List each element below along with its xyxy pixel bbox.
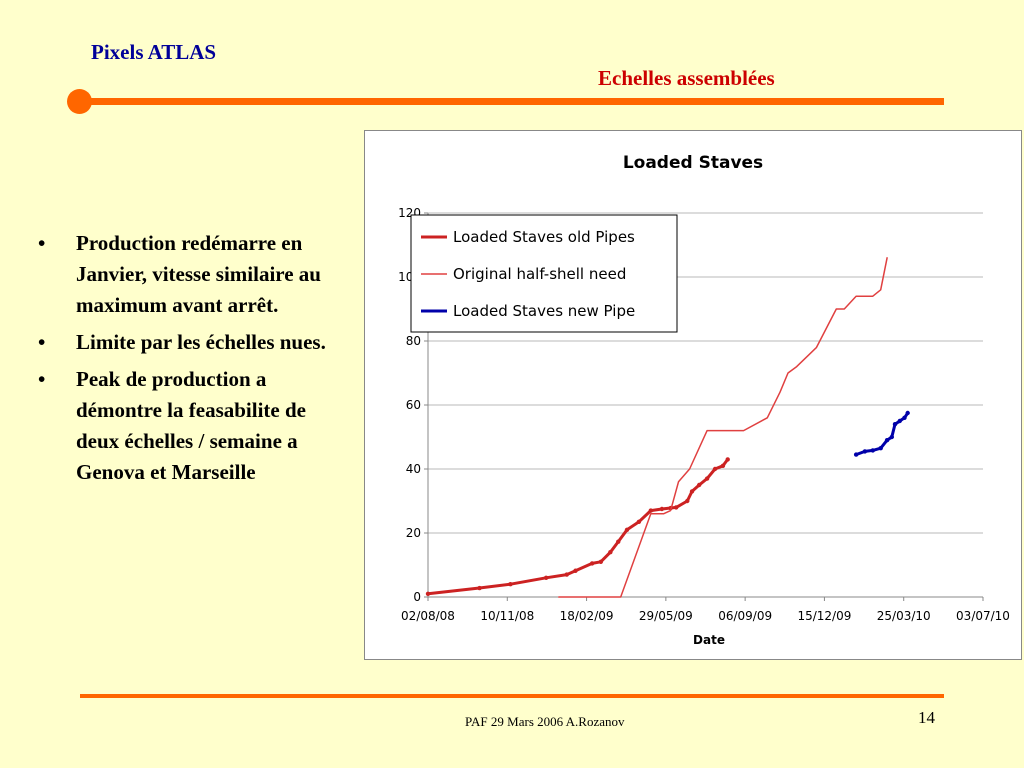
- x-tick-label: 10/11/08: [480, 609, 534, 623]
- data-point: [648, 508, 653, 513]
- bullet-dot-icon: •: [38, 330, 46, 354]
- data-point: [477, 585, 482, 591]
- bullet-dot-icon: •: [38, 231, 46, 255]
- x-tick-label: 25/03/10: [877, 609, 931, 623]
- top-divider: [80, 98, 944, 105]
- data-point: [862, 449, 868, 454]
- y-tick-label: 60: [406, 398, 421, 412]
- page-number: 14: [918, 708, 935, 727]
- x-tick-label: 06/09/09: [718, 609, 772, 623]
- x-tick-label: 29/05/09: [639, 609, 693, 623]
- bullet-list: • Production redémarre en Janvier, vitess…: [38, 228, 338, 494]
- bullet-text: Production redémarre en Janvier, vitesse…: [76, 231, 321, 317]
- x-tick-label: 03/07/10: [956, 609, 1010, 623]
- data-point: [712, 466, 718, 472]
- data-point: [884, 438, 890, 443]
- series-line-1: [426, 457, 730, 596]
- data-point: [573, 568, 578, 573]
- legend-label: Original half-shell need: [453, 265, 626, 283]
- x-tick-label: 02/08/08: [401, 609, 455, 623]
- y-tick-label: 80: [406, 334, 421, 348]
- footer-text: PAF 29 Mars 2006 A.Rozanov: [465, 714, 625, 729]
- legend-label: Loaded Staves new Pipe: [453, 302, 635, 320]
- series-line-2: [558, 257, 888, 598]
- data-point: [696, 482, 702, 488]
- data-point: [725, 457, 730, 462]
- data-point: [853, 452, 859, 457]
- x-tick-label: 18/02/09: [560, 609, 614, 623]
- x-tick-label: 15/12/09: [797, 609, 851, 623]
- data-point: [425, 591, 431, 596]
- y-tick-label: 40: [406, 462, 421, 476]
- data-point: [905, 410, 910, 416]
- data-point: [685, 498, 690, 504]
- data-point: [508, 582, 513, 587]
- data-point: [616, 539, 621, 544]
- slide-title: Echelles assemblées: [598, 66, 775, 90]
- data-point: [673, 505, 679, 510]
- data-point: [897, 418, 902, 424]
- chart-frame: Loaded Staves 0 20 40 60 80 100 120 02/08/08 10/…: [364, 130, 1022, 660]
- bullet-text: Limite par les échelles nues.: [76, 330, 326, 354]
- data-point: [543, 575, 549, 580]
- data-point: [636, 519, 642, 524]
- data-point: [870, 448, 875, 453]
- bullet-item: • Production redémarre en Janvier, vitess…: [38, 228, 338, 321]
- data-point: [589, 561, 595, 566]
- series-line-3: [854, 411, 910, 457]
- bullet-dot-icon: •: [38, 367, 46, 391]
- bottom-divider: [80, 694, 944, 698]
- data-point: [689, 489, 695, 494]
- bullet-text: Peak de production a démontre la feasabi…: [76, 367, 306, 484]
- data-point: [878, 446, 883, 451]
- divider-dot: [67, 89, 92, 114]
- y-tick-label: 20: [406, 526, 421, 540]
- chart-title: Loaded Staves: [623, 153, 763, 173]
- x-axis-label: Date: [693, 633, 725, 647]
- data-point: [902, 415, 907, 420]
- bullet-item: • Peak de production a démontre la feasab…: [38, 364, 338, 488]
- legend-box: [410, 214, 678, 333]
- header-left-title: Pixels ATLAS: [91, 40, 217, 64]
- data-point: [704, 476, 710, 481]
- data-point: [598, 559, 604, 564]
- y-tick-label: 0: [413, 590, 421, 604]
- data-point: [720, 463, 726, 468]
- legend-label: Loaded Staves old Pipes: [453, 228, 635, 246]
- data-point: [659, 506, 665, 512]
- data-point: [624, 527, 630, 532]
- data-point: [892, 422, 898, 427]
- bullet-item: • Limite par les échelles nues.: [38, 327, 338, 358]
- data-point: [564, 572, 569, 577]
- data-point: [889, 434, 895, 440]
- data-point: [608, 550, 613, 555]
